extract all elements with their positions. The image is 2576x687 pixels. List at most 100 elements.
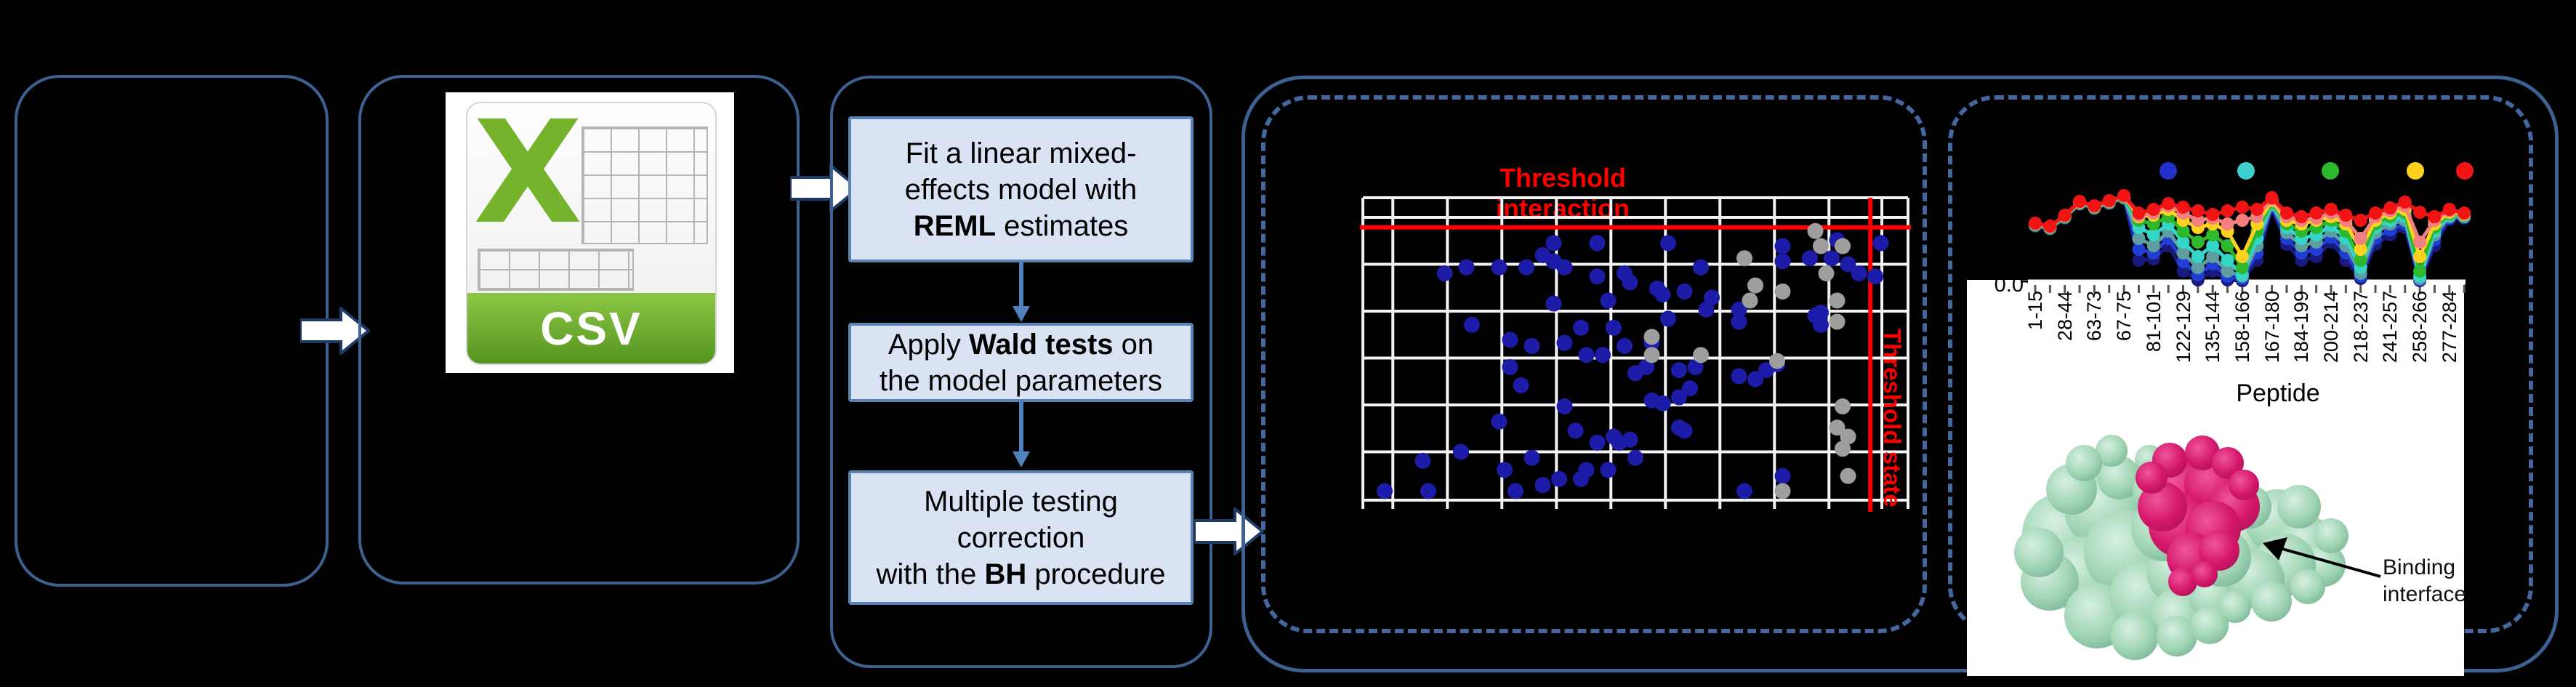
scatter-point-significant-interactions <box>1534 477 1551 494</box>
threshold-state-label: Threshold state <box>1879 329 1906 507</box>
scatter-point-significant-interactions <box>1872 235 1889 252</box>
scatter-point-significant-interactions <box>1497 462 1513 478</box>
flow-arrow-1-icon <box>300 307 370 355</box>
peptide-tick-label: 241-257 <box>2379 291 2402 363</box>
line-point-yellow <box>2235 250 2249 263</box>
peptide-tick-label: 28-44 <box>2053 291 2076 342</box>
legend-dot <box>2160 162 2177 180</box>
line-point-cadet-blue <box>2176 246 2190 260</box>
line-point-red <box>2132 206 2146 220</box>
line-point-green <box>2235 261 2249 274</box>
scatter-point-significant-interactions <box>1731 313 1747 330</box>
peptide-tick-label: 218-237 <box>2349 291 2372 363</box>
protein-surface-blob <box>2314 518 2348 553</box>
line-point-red <box>2146 203 2160 216</box>
line-point-turquoise <box>2191 250 2205 263</box>
scatter-point-significant-interactions <box>1622 431 1638 448</box>
scatter-point-significant-interactions <box>1654 286 1671 303</box>
line-point-turquoise <box>2221 254 2234 267</box>
peptide-surface-blob <box>2199 530 2239 571</box>
scatter-point-significant-interactions <box>1556 398 1573 415</box>
line-point-salmon <box>2191 214 2205 227</box>
peptide-tick-label: 122-129 <box>2172 291 2194 363</box>
panel-csv <box>358 75 800 584</box>
scatter-point-significant-interactions <box>1545 235 1562 252</box>
scatter-point-significant-interactions <box>1671 362 1687 379</box>
line-point-red <box>2339 209 2353 222</box>
scatter-point-filtered-points <box>1813 238 1829 254</box>
peptide-tick-label: 63-73 <box>2083 291 2106 342</box>
line-point-salmon <box>2413 236 2427 249</box>
text-segment: on <box>1113 328 1154 361</box>
peptide-tick-label: 258-266 <box>2409 291 2431 363</box>
csv-grid-bottomleft <box>477 249 635 292</box>
step-wald: Apply Wald tests on the model parameters <box>848 323 1194 402</box>
text-segment: REML <box>913 209 997 242</box>
scatter-point-significant-interactions <box>1774 253 1791 270</box>
peptide-surface-blob <box>2191 561 2218 587</box>
text-segment: Fit a linear mixed- <box>905 137 1137 169</box>
line-point-red <box>2029 217 2042 230</box>
flow-arrow-3-icon <box>1194 507 1264 555</box>
uptake-line-chart <box>2022 162 2474 293</box>
scatter-point-significant-interactions <box>1774 238 1791 254</box>
scatter-point-filtered-points <box>1829 419 1846 436</box>
text-segment: correction <box>957 521 1085 554</box>
protein-surface-blob <box>2014 528 2064 577</box>
scatter-point-significant-interactions <box>1589 235 1606 252</box>
text-segment: effects model with <box>904 173 1138 206</box>
text-line: Binding <box>2383 554 2466 581</box>
protein-surface-blob <box>2290 569 2325 604</box>
scatter-point-filtered-points <box>1774 483 1791 499</box>
scatter-point-significant-interactions <box>1513 377 1529 393</box>
line-point-red <box>2088 199 2101 212</box>
text-line: REML estimates <box>851 208 1191 244</box>
line-point-red <box>2295 210 2309 223</box>
scatter-point-significant-interactions <box>1578 462 1595 478</box>
line-point-green <box>2191 236 2205 249</box>
csv-banner: CSV <box>467 293 715 363</box>
line-point-red <box>2176 201 2190 214</box>
protein-surface-blob <box>2111 612 2159 660</box>
peptide-tick-label: 81-101 <box>2142 291 2165 353</box>
scatter-point-filtered-points <box>1747 277 1763 294</box>
scatter-point-significant-interactions <box>1676 283 1693 300</box>
scatter-point-significant-interactions <box>1578 347 1595 363</box>
line-point-cadet-blue <box>2132 232 2146 245</box>
line-point-red <box>2235 201 2249 214</box>
scatter-point-significant-interactions <box>1589 268 1606 285</box>
line-point-red <box>2117 189 2131 202</box>
binding-interface-arrow-icon <box>2263 537 2381 578</box>
text-line: the model parameters <box>851 363 1191 399</box>
scatter-point-significant-interactions <box>1671 389 1687 406</box>
scatter-point-significant-interactions <box>1567 422 1584 439</box>
scatter-point-significant-interactions <box>1502 332 1518 348</box>
connector-arrow-2-icon <box>1013 401 1030 467</box>
line-point-red <box>2073 195 2087 208</box>
protein-surface-blob <box>2277 485 2321 529</box>
scatter-point-significant-interactions <box>1589 434 1606 451</box>
scatter-point-filtered-points <box>1742 292 1758 309</box>
csv-banner-label: CSV <box>540 302 643 355</box>
line-point-cadet-blue <box>2206 250 2220 263</box>
legend-dot <box>2456 162 2474 180</box>
scatter-plot <box>1360 196 1911 512</box>
line-point-red <box>2369 206 2383 220</box>
line-point-salmon <box>2354 232 2367 245</box>
line-point-navy <box>2132 254 2146 267</box>
line-point-red <box>2102 194 2116 207</box>
peptide-surface-blob <box>2138 482 2187 531</box>
protein-surface-blob <box>2096 435 2128 467</box>
line-point-red <box>2458 206 2471 220</box>
scatter-point-significant-interactions <box>1654 395 1671 411</box>
scatter-point-significant-interactions <box>1627 449 1643 466</box>
scatter-point-filtered-points <box>1643 347 1660 363</box>
scatter-point-significant-interactions <box>1453 443 1469 460</box>
scatter-point-significant-interactions <box>1682 380 1698 397</box>
csv-file-icon: X CSV <box>466 102 717 365</box>
protein-surface-blob <box>2097 456 2141 499</box>
scatter-point-significant-interactions <box>1436 265 1453 281</box>
scatter-point-significant-interactions <box>1600 462 1617 478</box>
scatter-point-significant-interactions <box>1595 347 1611 363</box>
scatter-point-significant-interactions <box>1420 483 1436 499</box>
